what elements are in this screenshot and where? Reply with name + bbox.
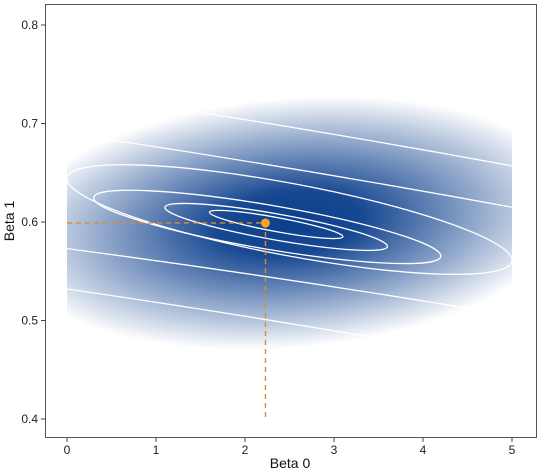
y-tick-label: 0.4 bbox=[21, 412, 38, 426]
x-axis-title: Beta 0 bbox=[270, 455, 311, 471]
x-tick-label: 2 bbox=[242, 443, 249, 457]
contour-line bbox=[164, 202, 389, 252]
y-tick-label: 0.7 bbox=[21, 117, 38, 131]
x-tick-label: 3 bbox=[331, 443, 338, 457]
contour-lines bbox=[67, 91, 512, 363]
contour-line bbox=[208, 209, 344, 240]
contour-line bbox=[67, 164, 512, 275]
x-tick-label: 1 bbox=[153, 443, 160, 457]
contour-line bbox=[67, 132, 512, 208]
optimum-marker-layer bbox=[260, 218, 270, 228]
x-tick-label: 0 bbox=[64, 443, 71, 457]
x-tick-label: 4 bbox=[420, 443, 427, 457]
optimum-guide-lines bbox=[67, 222, 267, 419]
y-tick-label: 0.5 bbox=[21, 314, 38, 328]
contour-line bbox=[93, 189, 442, 265]
heatmap-field bbox=[67, 25, 512, 419]
y-axis-title: Beta 1 bbox=[1, 201, 17, 242]
x-axis: 0 1 2 3 4 5 bbox=[64, 438, 516, 457]
contour-line bbox=[67, 247, 512, 317]
optimum-point bbox=[260, 218, 270, 228]
x-tick-label: 5 bbox=[509, 443, 516, 457]
y-tick-label: 0.8 bbox=[21, 18, 38, 32]
y-axis: 0.4 0.5 0.6 0.7 0.8 bbox=[21, 18, 45, 426]
y-tick-label: 0.6 bbox=[21, 215, 38, 229]
contour-line bbox=[67, 288, 512, 363]
contour-line bbox=[67, 91, 512, 167]
